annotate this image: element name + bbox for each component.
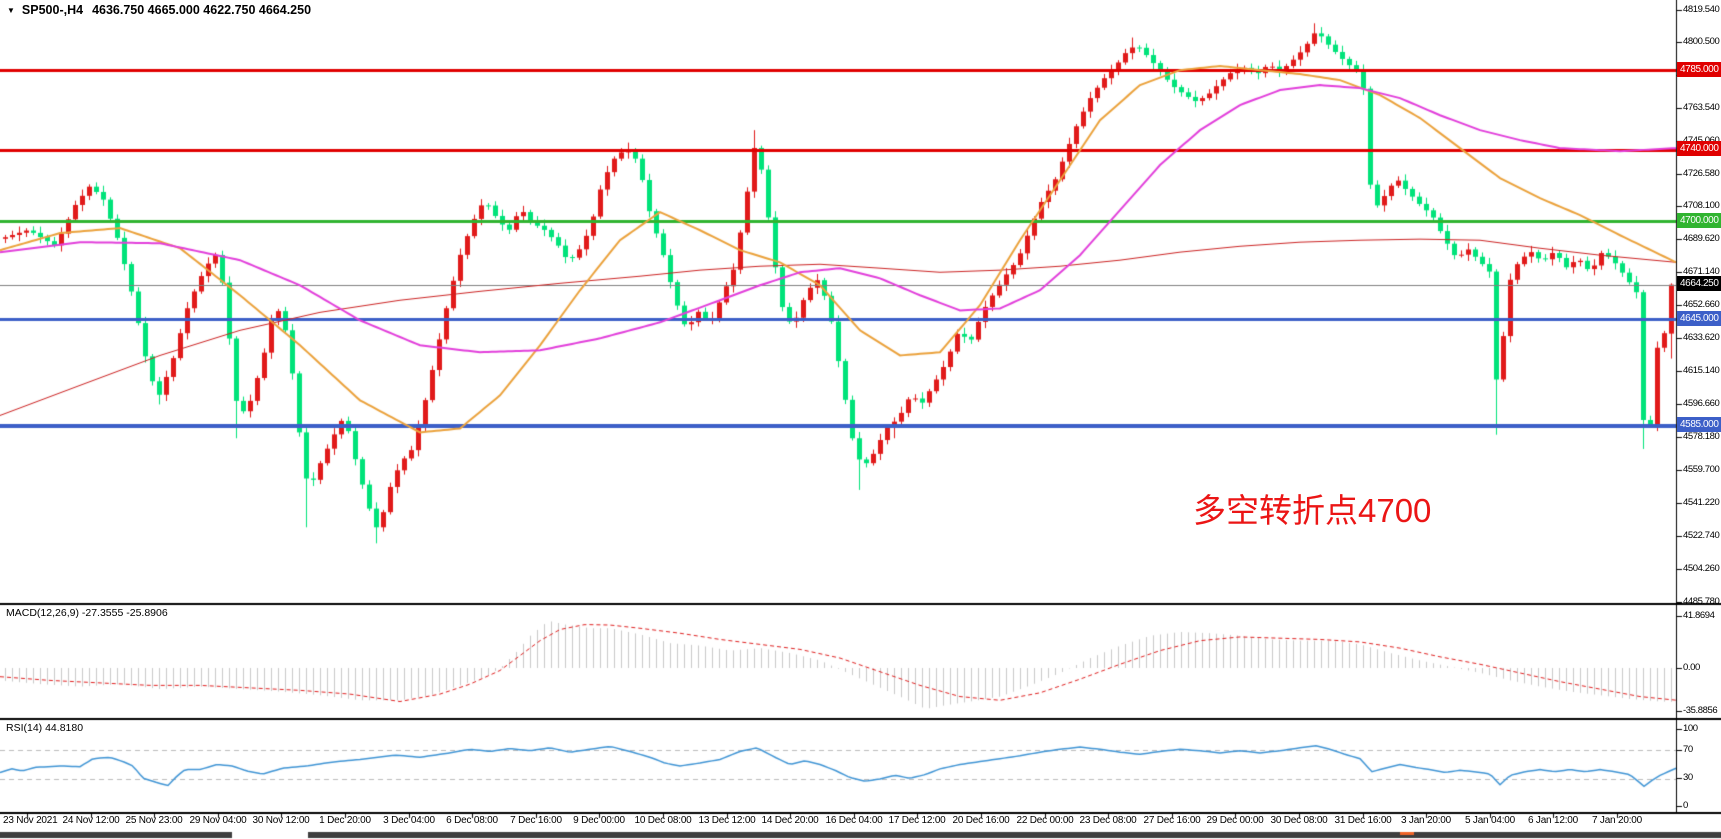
- time-axis-tick-label: 25 Nov 23:00: [125, 815, 183, 826]
- time-axis-tick-label: 30 Nov 12:00: [252, 815, 310, 826]
- price-axis-tick-label: 4559.700: [1683, 464, 1720, 475]
- time-axis-tick-label: 6 Dec 08:00: [446, 815, 498, 826]
- time-axis-tick-label: 9 Dec 00:00: [573, 815, 625, 826]
- price-level-tag: 4740.000: [1677, 141, 1721, 156]
- triangle-down-icon[interactable]: ▼: [7, 5, 15, 15]
- time-axis-tick-label: 7 Dec 16:00: [510, 815, 562, 826]
- price-axis-tick-label: 4596.660: [1683, 398, 1720, 409]
- time-axis-tick-label: 27 Dec 16:00: [1143, 815, 1201, 826]
- time-axis-tick-label: 16 Dec 04:00: [825, 815, 883, 826]
- price-level-tag: 4645.000: [1677, 311, 1721, 326]
- price-level-tag: 4785.000: [1677, 62, 1721, 77]
- symbol-timeframe-label: SP500-,H4: [21, 3, 84, 17]
- time-axis-tick-label: 20 Dec 16:00: [952, 815, 1010, 826]
- time-axis-tick-label: 13 Dec 12:00: [698, 815, 756, 826]
- time-axis-tick-label: 29 Nov 04:00: [189, 815, 247, 826]
- price-axis-tick-label: 4708.100: [1683, 200, 1720, 211]
- time-axis-tick-label: 23 Dec 08:00: [1079, 815, 1137, 826]
- time-axis-tick-label: 31 Dec 16:00: [1334, 815, 1392, 826]
- chart-header: ▼ SP500-,H4 4636.750 4665.000 4622.750 4…: [7, 3, 311, 17]
- ohlc-values: 4636.750 4665.000 4622.750 4664.250: [92, 3, 312, 17]
- time-axis-tick-label: 17 Dec 12:00: [888, 815, 946, 826]
- time-axis-tick-label: 22 Dec 00:00: [1016, 815, 1074, 826]
- price-axis-tick-label: 4541.220: [1683, 497, 1720, 508]
- price-axis-tick-label: 4819.540: [1683, 4, 1720, 15]
- rsi-axis-tick-label: 70: [1683, 744, 1693, 755]
- price-axis-tick-label: 4763.540: [1683, 102, 1720, 113]
- price-level-tag: 4664.250: [1677, 276, 1721, 291]
- macd-axis-tick-label: 0.00: [1683, 662, 1700, 673]
- time-axis-tick-label: 24 Nov 12:00: [62, 815, 120, 826]
- time-axis-tick-label: 29 Dec 00:00: [1206, 815, 1264, 826]
- time-axis-tick-label: 23 Nov 2021: [3, 815, 58, 826]
- price-level-tag: 4700.000: [1677, 213, 1721, 228]
- time-axis-tick-label: 30 Dec 08:00: [1270, 815, 1328, 826]
- price-axis-tick-label: 4800.500: [1683, 36, 1720, 47]
- price-axis-tick-label: 4745.060: [1683, 135, 1720, 146]
- chart-annotation-text[interactable]: 多空转折点4700: [1193, 492, 1432, 529]
- time-axis-tick-label: 6 Jan 12:00: [1527, 815, 1579, 826]
- macd-axis-tick-label: -35.8856: [1683, 705, 1718, 716]
- time-axis[interactable]: 23 Nov 2021 24 Nov 12:00 25 Nov 23:00 29 No…: [0, 815, 1721, 829]
- rsi-axis-tick-label: 100: [1683, 723, 1698, 734]
- rsi-axis-tick-label: 0: [1683, 800, 1688, 811]
- macd-indicator-label: MACD(12,26,9) -27.3555 -25.8906: [6, 607, 168, 619]
- price-axis-tick-label: 4671.140: [1683, 266, 1720, 277]
- price-axis-tick-label: 4726.580: [1683, 168, 1720, 179]
- price-axis-tick-label: 4633.620: [1683, 332, 1720, 343]
- price-axis-tick-label: 4522.740: [1683, 530, 1720, 541]
- time-axis-tick-label: 3 Jan 20:00: [1400, 815, 1452, 826]
- rsi-axis-tick-label: 30: [1683, 772, 1693, 783]
- price-axis-tick-label: 4652.660: [1683, 299, 1720, 310]
- time-axis-tick-label: 7 Jan 20:00: [1591, 815, 1643, 826]
- time-axis-tick-label: 10 Dec 08:00: [634, 815, 692, 826]
- price-level-tag: 4585.000: [1677, 417, 1721, 432]
- price-axis-tick-label: 4504.260: [1683, 563, 1720, 574]
- macd-axis-tick-label: 41.8694: [1683, 610, 1715, 621]
- time-axis-tick-label: 5 Jan 04:00: [1464, 815, 1516, 826]
- rsi-indicator-label: RSI(14) 44.8180: [6, 722, 84, 734]
- price-axis-tick-label: 4689.620: [1683, 233, 1720, 244]
- price-axis-tick-label: 4485.780: [1683, 596, 1720, 607]
- time-axis-tick-label: 1 Dec 20:00: [319, 815, 371, 826]
- price-axis-tick-label: 4615.140: [1683, 365, 1720, 376]
- time-axis-tick-label: 14 Dec 20:00: [761, 815, 819, 826]
- price-axis-tick-label: 4578.180: [1683, 431, 1720, 442]
- time-axis-tick-label: 3 Dec 04:00: [383, 815, 435, 826]
